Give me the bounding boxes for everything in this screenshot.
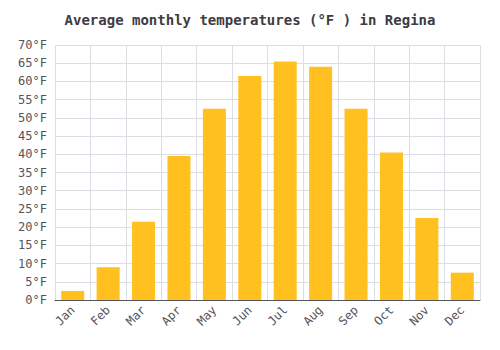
svg-text:10°F: 10°F	[18, 257, 47, 271]
svg-text:70°F: 70°F	[18, 38, 47, 52]
svg-text:15°F: 15°F	[18, 238, 47, 252]
svg-text:Apr: Apr	[159, 303, 184, 328]
svg-text:Jan: Jan	[52, 303, 77, 328]
svg-text:Jun: Jun	[230, 303, 255, 328]
svg-text:Sep: Sep	[336, 303, 361, 328]
svg-text:0°F: 0°F	[25, 293, 47, 307]
svg-text:Oct: Oct	[371, 303, 396, 328]
svg-text:20°F: 20°F	[18, 220, 47, 234]
svg-text:65°F: 65°F	[18, 56, 47, 70]
svg-text:40°F: 40°F	[18, 147, 47, 161]
svg-text:45°F: 45°F	[18, 129, 47, 143]
svg-text:25°F: 25°F	[18, 202, 47, 216]
svg-text:30°F: 30°F	[18, 184, 47, 198]
svg-text:Aug: Aug	[300, 303, 325, 328]
svg-text:Nov: Nov	[407, 303, 432, 328]
svg-text:5°F: 5°F	[25, 275, 47, 289]
svg-text:Average monthly temperatures (: Average monthly temperatures (°F ) in Re…	[65, 12, 436, 28]
svg-text:Jul: Jul	[265, 303, 290, 328]
svg-text:May: May	[194, 303, 219, 328]
svg-text:55°F: 55°F	[18, 93, 47, 107]
svg-text:60°F: 60°F	[18, 74, 47, 88]
svg-text:35°F: 35°F	[18, 166, 47, 180]
svg-text:Mar: Mar	[123, 303, 148, 328]
svg-text:50°F: 50°F	[18, 111, 47, 125]
svg-text:Feb: Feb	[88, 303, 113, 328]
svg-text:Dec: Dec	[442, 303, 467, 328]
